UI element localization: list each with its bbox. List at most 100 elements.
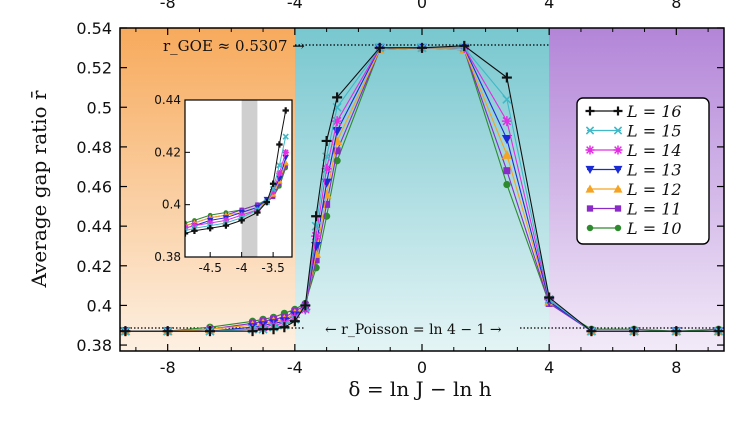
legend-box: [576, 97, 710, 245]
inset-point-l11: [277, 181, 282, 186]
inset-plot: -4.5 -4 -3.5 0.38 0.4 0.42 0.44: [154, 93, 293, 275]
legend-marker: [585, 184, 595, 193]
inset-point-l16: [269, 180, 277, 187]
data-point-l16: [289, 316, 300, 327]
x-tick-label-top: -4: [287, 0, 303, 12]
legend-entry-l11: L = 11: [586, 200, 682, 219]
x-tick-label: 0: [417, 358, 427, 377]
inset-point-l16: [222, 222, 230, 229]
inset-point-l16: [276, 141, 283, 148]
data-point-l16: [279, 322, 290, 333]
legend-marker: [614, 205, 622, 212]
data-point-l14: [321, 163, 332, 174]
legend-label: L = 16: [626, 102, 682, 121]
inset-point-l15: [276, 162, 283, 169]
y-tick-label: 0.38: [76, 336, 112, 355]
data-point-l16: [311, 211, 322, 222]
data-point-l16: [586, 326, 597, 337]
legend-label: L = 14: [626, 141, 682, 160]
data-point-l13: [501, 134, 512, 144]
data-point-l16: [544, 292, 555, 303]
x-tick-label-top: -8: [160, 0, 176, 12]
legend-marker: [585, 165, 595, 174]
inset-point-l14: [206, 219, 214, 227]
inset-point-l11: [283, 163, 288, 168]
x-tick-label: 4: [544, 358, 554, 377]
inset-series: [185, 107, 289, 237]
legend-marker: [586, 205, 594, 212]
legend-marker: [613, 165, 623, 174]
data-point-l16: [374, 42, 385, 53]
x-tick-label: -4: [287, 358, 303, 377]
data-point-l11: [333, 147, 341, 155]
x-axis-label: δ = ln J − ln h: [348, 377, 491, 401]
y-tick-label: 0.54: [76, 19, 112, 38]
y-tick-label: 0.4: [87, 296, 112, 315]
legend-entry-l13: L = 13: [585, 161, 682, 180]
inset-point-l16: [282, 107, 289, 114]
data-point-l16: [300, 300, 311, 311]
inset-y-tick-label: 0.44: [154, 93, 181, 107]
y-tick-label: 0.48: [76, 138, 112, 157]
inset-y-tick-label: 0.4: [162, 198, 181, 212]
legend-entry-l14: L = 14: [585, 141, 682, 160]
legend-marker: [613, 126, 623, 135]
y-tick-label: 0.42: [76, 257, 112, 276]
inset-y-tick-label: 0.38: [154, 250, 181, 264]
y-axis-label: Average gap ratio r̄: [27, 90, 51, 288]
data-point-l15: [311, 221, 321, 231]
data-point-l16: [247, 326, 258, 337]
data-point-l13: [332, 127, 343, 137]
legend-marker: [613, 184, 623, 193]
data-point-l16: [671, 326, 682, 337]
data-point-l16: [417, 42, 427, 53]
inset-shaded-band: [241, 100, 258, 257]
poisson-annotation: ← r_Poisson = ln 4 − 1 →: [325, 322, 502, 338]
data-point-l16: [332, 92, 343, 103]
inset-y-tick-label: 0.42: [154, 145, 181, 159]
data-point-l16: [629, 326, 640, 337]
legend-label: L = 10: [626, 219, 682, 238]
inset-x-tick-label: -4.5: [198, 261, 221, 275]
inset-point-l16: [185, 230, 189, 237]
inset-point-l14: [276, 170, 283, 177]
data-point-l16: [204, 326, 215, 337]
legend: L = 16L = 15L = 14L = 13L = 12L = 11L = …: [576, 97, 710, 245]
legend-entry-l12: L = 12: [585, 180, 682, 199]
y-tick-label: 0.5: [87, 98, 112, 117]
inset-line-l15: [185, 136, 287, 232]
x-tick-label: -8: [160, 358, 176, 377]
inset-frame: [184, 99, 293, 258]
axes: -8 -8 -4 -4 0 0 4 4 8 8 0.38 0.4 0.42 0.44 0.46 0.48 0.5…: [76, 0, 724, 377]
inset-point-l14: [222, 217, 230, 224]
main-series: [120, 40, 724, 337]
inset-x-tick-label: -4: [236, 261, 248, 275]
legend-entry-l10: L = 10: [586, 219, 682, 238]
legend-label: L = 13: [626, 161, 682, 180]
legend-entry-l15: L = 15: [585, 122, 682, 141]
x-tick-label-top: 8: [671, 0, 681, 12]
legend-label: L = 12: [626, 180, 682, 199]
data-point-l16: [268, 324, 279, 335]
data-point-l11: [312, 256, 320, 264]
y-tick-label: 0.52: [76, 59, 112, 78]
x-tick-label-top: 0: [417, 0, 427, 12]
inset-line-l13: [185, 157, 287, 229]
inset-point-l14: [191, 222, 198, 229]
data-point-l11: [323, 200, 331, 208]
data-point-l16: [162, 326, 173, 337]
data-point-l16: [321, 135, 332, 146]
inset-point-l14: [238, 211, 245, 219]
x-tick-label: 8: [671, 358, 681, 377]
legend-label: L = 11: [626, 200, 682, 219]
data-point-l16: [713, 326, 724, 337]
x-tick-label-top: 4: [544, 0, 554, 12]
annotations: r_GOE ≈ 0.5307 → ← r_Poisson = ln 4 − 1 …: [163, 37, 502, 338]
inset-line-l14: [185, 152, 287, 229]
legend-marker: [585, 126, 595, 135]
legend-marker: [585, 145, 595, 155]
inset-point-l16: [206, 225, 214, 232]
data-point-l14: [311, 231, 322, 242]
y-tick-label: 0.46: [76, 178, 112, 197]
